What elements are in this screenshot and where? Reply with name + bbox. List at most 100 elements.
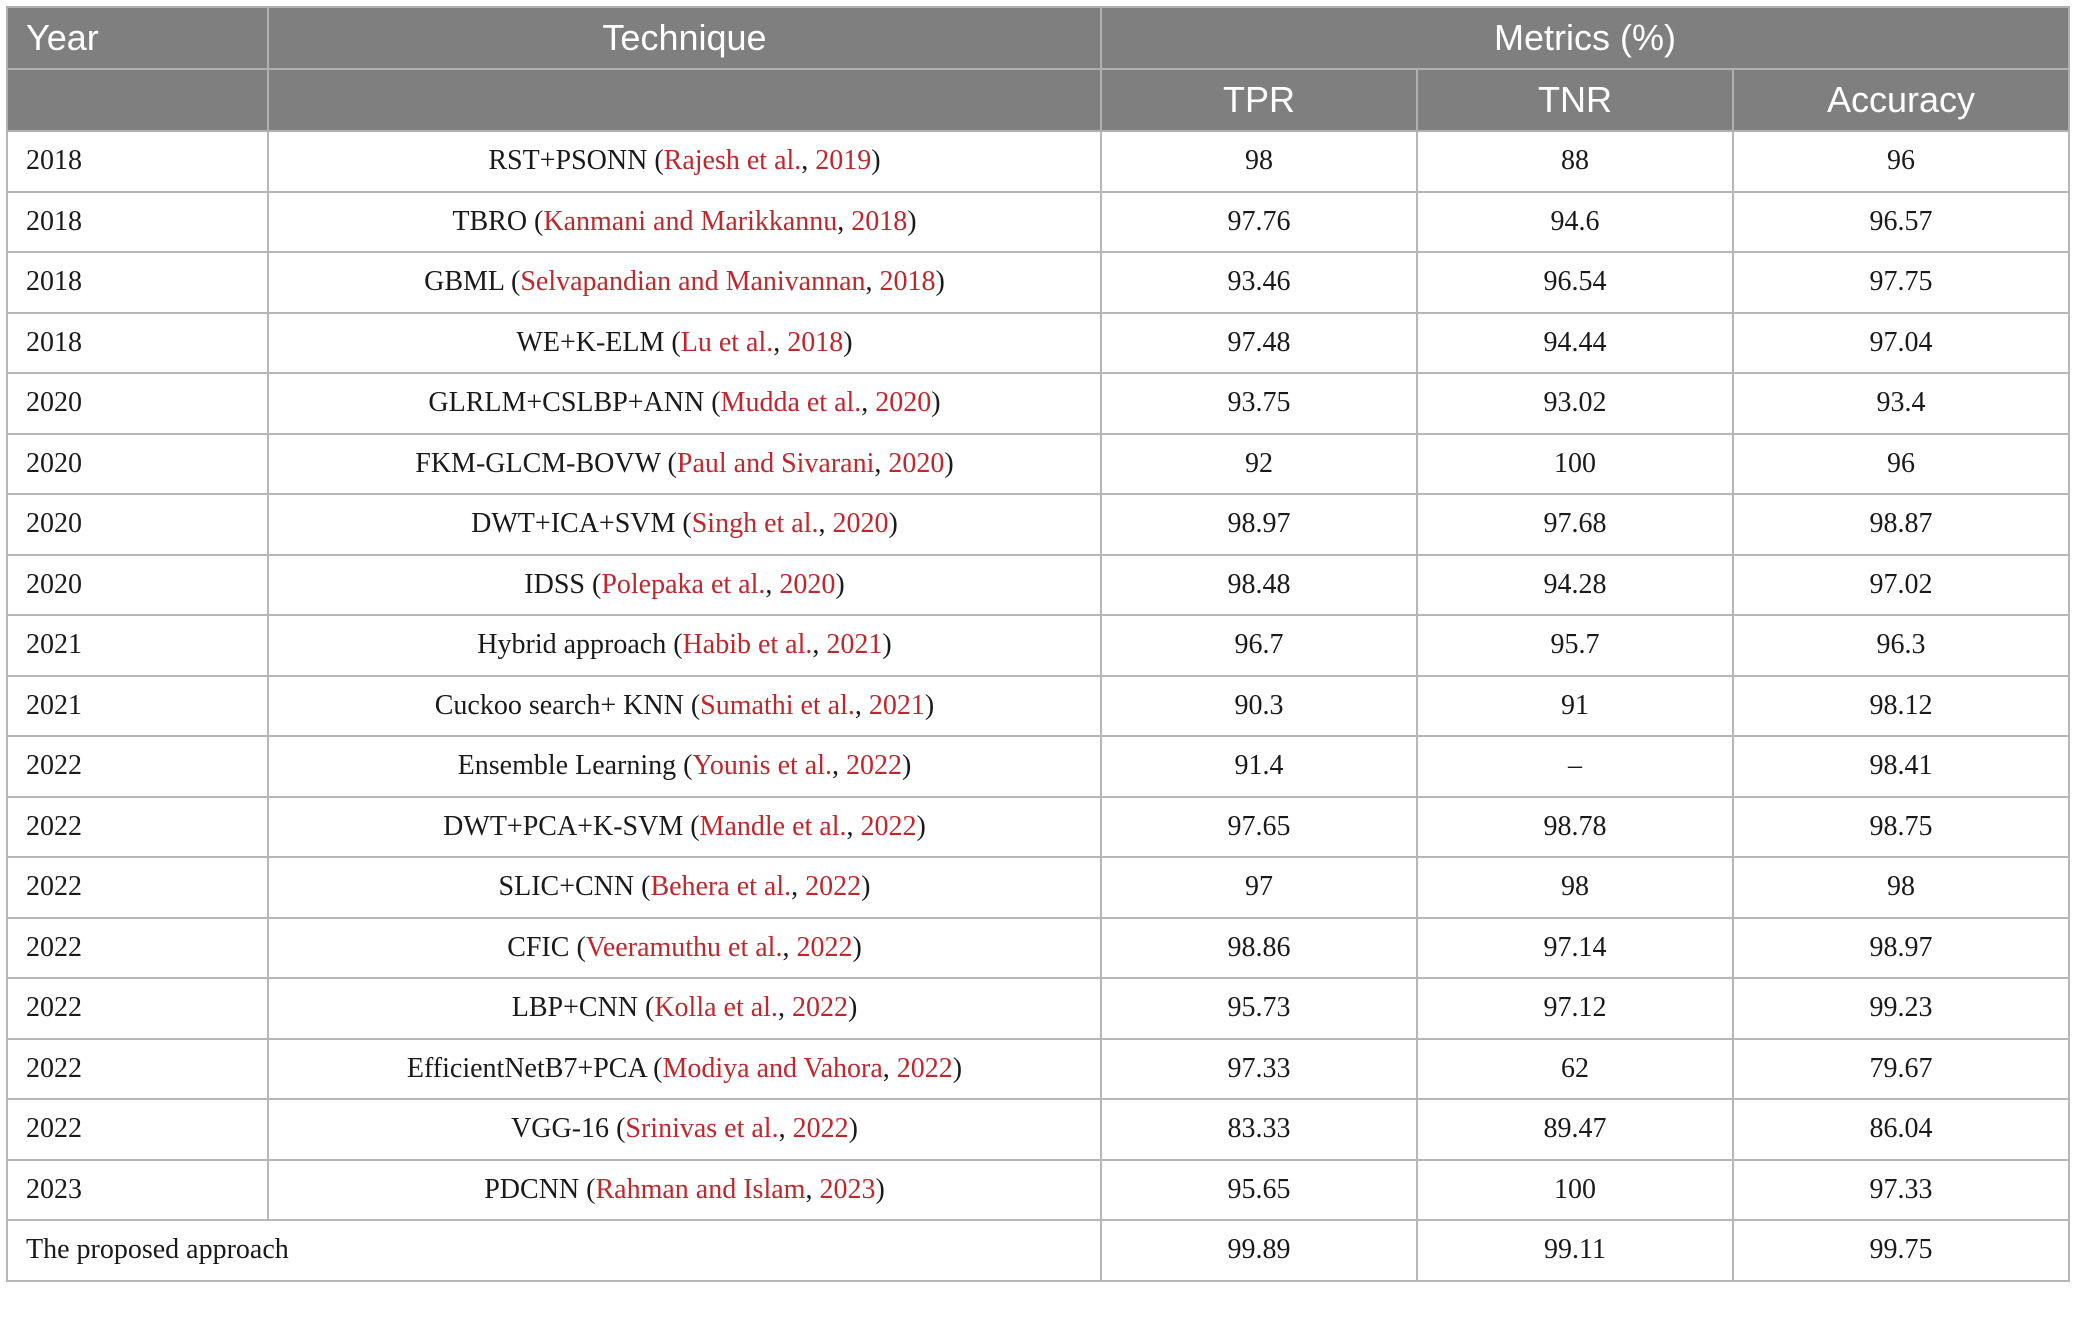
technique-name: LBP+CNN (511, 992, 638, 1024)
cell-accuracy: 99.23 (1731, 977, 2071, 1040)
cell-year: 2022 (6, 856, 269, 919)
citation-year[interactable]: 2021 (868, 689, 925, 721)
technique-name: PDCNN (484, 1173, 580, 1205)
table-row: 2023 PDCNN (Rahman and Islam, 2023) 95.65 1… (6, 1158, 2071, 1221)
cell-tnr: 88 (1416, 130, 1734, 193)
citation-year[interactable]: 2020 (888, 447, 945, 479)
citation-authors[interactable]: Modiya and Vahora (662, 1052, 883, 1084)
cell-tnr: 91 (1416, 674, 1734, 737)
citation-authors[interactable]: Rajesh et al. (663, 145, 802, 177)
technique-name: CFIC (507, 931, 570, 963)
cell-technique: GBML (Selvapandian and Manivannan, 2018) (267, 251, 1102, 314)
citation-year[interactable]: 2018 (879, 266, 936, 298)
proposed-row: The proposed approach 99.89 99.11 99.75 (6, 1219, 2071, 1282)
cell-year: 2020 (6, 372, 269, 435)
technique-name: DWT+ICA+SVM (471, 508, 676, 540)
header-technique: Technique (267, 6, 1102, 70)
cell-year: 2018 (6, 190, 269, 253)
citation-year[interactable]: 2022 (896, 1052, 953, 1084)
technique-name: VGG-16 (511, 1113, 610, 1145)
citation-year[interactable]: 2022 (792, 1113, 849, 1145)
table-row: 2022 VGG-16 (Srinivas et al., 2022) 83.33 8… (6, 1098, 2071, 1161)
citation-authors[interactable]: Kolla et al. (654, 992, 778, 1024)
cell-tnr: 98.78 (1416, 795, 1734, 858)
citation-year[interactable]: 2020 (832, 508, 889, 540)
citation-year[interactable]: 2022 (846, 750, 902, 782)
cell-tnr: 93.02 (1416, 372, 1734, 435)
citation-year[interactable]: 2022 (796, 931, 853, 963)
cell-accuracy: 97.33 (1731, 1158, 2071, 1221)
citation-year[interactable]: 2020 (779, 568, 836, 600)
cell-year: 2020 (6, 432, 269, 495)
citation-authors[interactable]: Srinivas et al. (625, 1113, 779, 1145)
citation-year[interactable]: 2023 (819, 1173, 876, 1205)
table-row: 2021 Cuckoo search+ KNN (Sumathi et al., … (6, 674, 2071, 737)
table-row: 2018 GBML (Selvapandian and Manivannan, 2… (6, 251, 2071, 314)
cell-tpr: 98.86 (1100, 916, 1418, 979)
citation-year[interactable]: 2019 (815, 145, 872, 177)
cell-technique: FKM-GLCM-BOVW (Paul and Sivarani, 2020) (267, 432, 1102, 495)
cell-tnr: 94.28 (1416, 553, 1734, 616)
citation-year[interactable]: 2022 (860, 810, 917, 842)
citation-authors[interactable]: Veeramuthu et al. (585, 931, 783, 963)
citation-authors[interactable]: Younis et al. (692, 750, 832, 782)
technique-name: DWT+PCA+K-SVM (443, 810, 684, 842)
table-row: 2020 FKM-GLCM-BOVW (Paul and Sivarani, 20… (6, 432, 2071, 495)
table-row: 2018 WE+K-ELM (Lu et al., 2018) 97.48 94.44… (6, 311, 2071, 374)
citation-authors[interactable]: Paul and Sivarani (676, 447, 875, 479)
cell-technique: WE+K-ELM (Lu et al., 2018) (267, 311, 1102, 374)
citation-authors[interactable]: Polepaka et al. (601, 568, 766, 600)
cell-year: 2021 (6, 614, 269, 677)
cell-tnr: 97.12 (1416, 977, 1734, 1040)
technique-name: IDSS (524, 568, 585, 600)
cell-accuracy: 79.67 (1731, 1037, 2071, 1100)
citation-year[interactable]: 2022 (805, 871, 862, 903)
citation-year[interactable]: 2022 (791, 992, 848, 1024)
cell-technique: TBRO (Kanmani and Marikkannu, 2018) (267, 190, 1102, 253)
technique-name: TBRO (452, 205, 528, 237)
proposed-tpr: 99.89 (1100, 1219, 1418, 1282)
citation-authors[interactable]: Sumathi et al. (700, 689, 855, 721)
cell-tpr: 83.33 (1100, 1098, 1418, 1161)
cell-accuracy: 86.04 (1731, 1098, 2071, 1161)
citation-authors[interactable]: Habib et al. (682, 629, 813, 661)
citation-authors[interactable]: Rahman and Islam (595, 1173, 806, 1205)
cell-tpr: 92 (1100, 432, 1418, 495)
proposed-accuracy: 99.75 (1731, 1219, 2071, 1282)
cell-tpr: 95.73 (1100, 977, 1418, 1040)
header-tpr: TPR (1100, 68, 1418, 132)
cell-accuracy: 98.87 (1731, 493, 2071, 556)
cell-technique: DWT+ICA+SVM (Singh et al., 2020) (267, 493, 1102, 556)
cell-tnr: 100 (1416, 1158, 1734, 1221)
table-row: 2020 DWT+ICA+SVM (Singh et al., 2020) 98.9… (6, 493, 2071, 556)
citation-authors[interactable]: Behera et al. (650, 871, 792, 903)
cell-tpr: 91.4 (1100, 735, 1418, 798)
cell-tnr: – (1416, 735, 1734, 798)
cell-technique: EfficientNetB7+PCA (Modiya and Vahora, 2… (267, 1037, 1102, 1100)
citation-authors[interactable]: Mudda et al. (720, 387, 862, 419)
cell-tpr: 97.76 (1100, 190, 1418, 253)
cell-accuracy: 96.57 (1731, 190, 2071, 253)
citation-year[interactable]: 2018 (787, 326, 844, 358)
technique-name: EfficientNetB7+PCA (406, 1052, 647, 1084)
table-row: 2022 Ensemble Learning (Younis et al., 20… (6, 735, 2071, 798)
citation-authors[interactable]: Kanmani and Marikkannu (543, 205, 838, 237)
cell-accuracy: 97.02 (1731, 553, 2071, 616)
cell-technique: IDSS (Polepaka et al., 2020) (267, 553, 1102, 616)
cell-accuracy: 98 (1731, 856, 2071, 919)
table-row: 2022 DWT+PCA+K-SVM (Mandle et al., 2022) 9… (6, 795, 2071, 858)
cell-tpr: 96.7 (1100, 614, 1418, 677)
citation-authors[interactable]: Singh et al. (691, 508, 819, 540)
citation-year[interactable]: 2021 (826, 629, 883, 661)
cell-tpr: 93.46 (1100, 251, 1418, 314)
citation-year[interactable]: 2020 (875, 387, 932, 419)
cell-tnr: 100 (1416, 432, 1734, 495)
citation-authors[interactable]: Mandle et al. (699, 810, 847, 842)
table-row: 2020 GLRLM+CSLBP+ANN (Mudda et al., 2020)… (6, 372, 2071, 435)
cell-technique: PDCNN (Rahman and Islam, 2023) (267, 1158, 1102, 1221)
citation-authors[interactable]: Lu et al. (680, 326, 774, 358)
citation-year[interactable]: 2018 (851, 205, 908, 237)
cell-accuracy: 98.12 (1731, 674, 2071, 737)
table-row: 2022 SLIC+CNN (Behera et al., 2022) 97 98 98 (6, 856, 2071, 919)
citation-authors[interactable]: Selvapandian and Manivannan (520, 266, 866, 298)
